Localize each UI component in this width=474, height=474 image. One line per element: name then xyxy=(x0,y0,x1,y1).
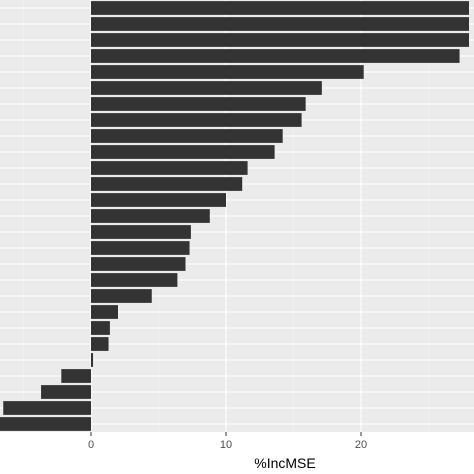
bar xyxy=(91,257,186,271)
bar xyxy=(91,273,178,287)
bar xyxy=(91,129,283,143)
bar xyxy=(91,193,226,207)
bar xyxy=(91,81,322,95)
bar xyxy=(91,161,248,175)
bar xyxy=(91,337,109,351)
x-tick-label: 10 xyxy=(220,439,232,451)
bar xyxy=(91,97,306,111)
bar xyxy=(91,321,110,335)
x-tick-label: 20 xyxy=(355,439,367,451)
bar xyxy=(91,353,94,367)
bar xyxy=(91,65,364,79)
bar xyxy=(91,113,302,127)
x-axis: 0 10 20 xyxy=(88,432,367,451)
bar xyxy=(3,401,91,415)
bar xyxy=(41,385,91,399)
bar xyxy=(91,241,190,255)
bar xyxy=(91,225,191,239)
bars xyxy=(0,1,469,431)
bar xyxy=(91,33,469,47)
bar xyxy=(91,177,243,191)
bar xyxy=(91,49,460,63)
bar xyxy=(91,289,152,303)
bar xyxy=(91,145,275,159)
bar xyxy=(0,417,91,431)
bar xyxy=(91,305,118,319)
bar xyxy=(61,369,91,383)
bar xyxy=(91,1,469,15)
x-tick-label: 0 xyxy=(88,439,94,451)
bar xyxy=(91,209,210,223)
bar xyxy=(91,17,469,31)
x-axis-title: %IncMSE xyxy=(254,455,315,471)
